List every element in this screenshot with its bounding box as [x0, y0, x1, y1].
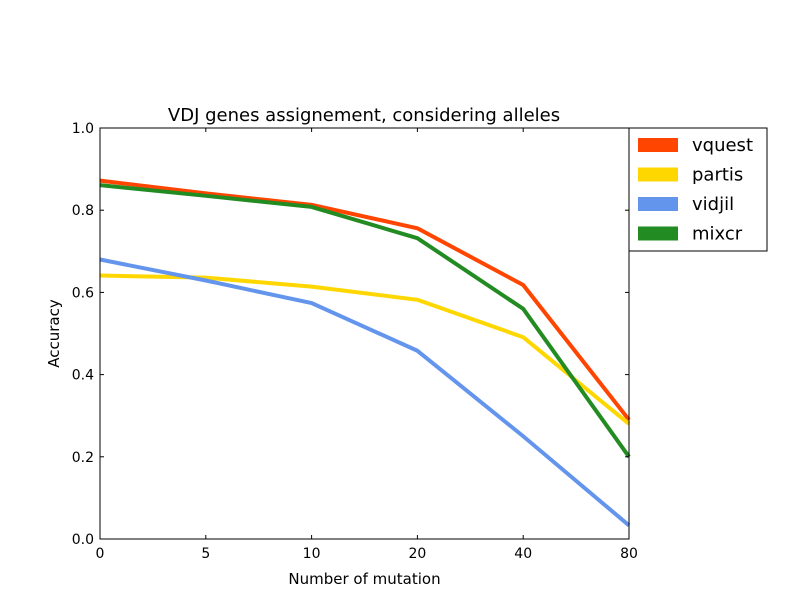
series-line-vquest — [99, 178, 631, 422]
series-lines — [99, 178, 631, 527]
legend-swatch-mixcr — [638, 226, 678, 241]
y-tick-label: 0.4 — [72, 368, 94, 384]
chart-title: VDJ genes assignement, considering allel… — [168, 105, 560, 126]
series-line-partis — [99, 273, 631, 426]
legend-label-mixcr: mixcr — [692, 224, 743, 245]
x-tick-label: 0 — [96, 546, 105, 562]
x-tick-label: 80 — [620, 546, 638, 562]
legend-label-vidjil: vidjil — [692, 194, 734, 215]
x-tick-label: 20 — [408, 546, 426, 562]
y-tick-label: 1.0 — [72, 121, 94, 137]
legend-swatch-vidjil — [638, 197, 678, 211]
plot-area-frame — [99, 127, 630, 540]
legend-swatch-partis — [638, 167, 678, 182]
x-tick-label: 40 — [514, 546, 532, 562]
axis-ticks: 0 5 10 20 40 80 0.0 0.2 0.4 0.6 0.8 1.0 — [72, 121, 638, 562]
x-tick-label: 5 — [201, 546, 210, 562]
y-axis-label: Accuracy — [45, 299, 63, 368]
x-axis-label: Number of mutation — [288, 570, 440, 588]
legend: vquest partis vidjil mixcr — [628, 127, 768, 252]
legend-swatch-vquest — [638, 138, 678, 152]
y-tick-label: 0.2 — [72, 450, 94, 466]
legend-label-vquest: vquest — [692, 135, 753, 156]
y-tick-label: 0.0 — [72, 532, 94, 548]
legend-label-partis: partis — [692, 165, 743, 186]
y-tick-label: 0.6 — [72, 285, 94, 301]
series-line-mixcr — [99, 183, 631, 458]
x-tick-label: 10 — [303, 546, 321, 562]
y-tick-label: 0.8 — [72, 203, 94, 219]
series-line-vidjil — [99, 257, 631, 527]
